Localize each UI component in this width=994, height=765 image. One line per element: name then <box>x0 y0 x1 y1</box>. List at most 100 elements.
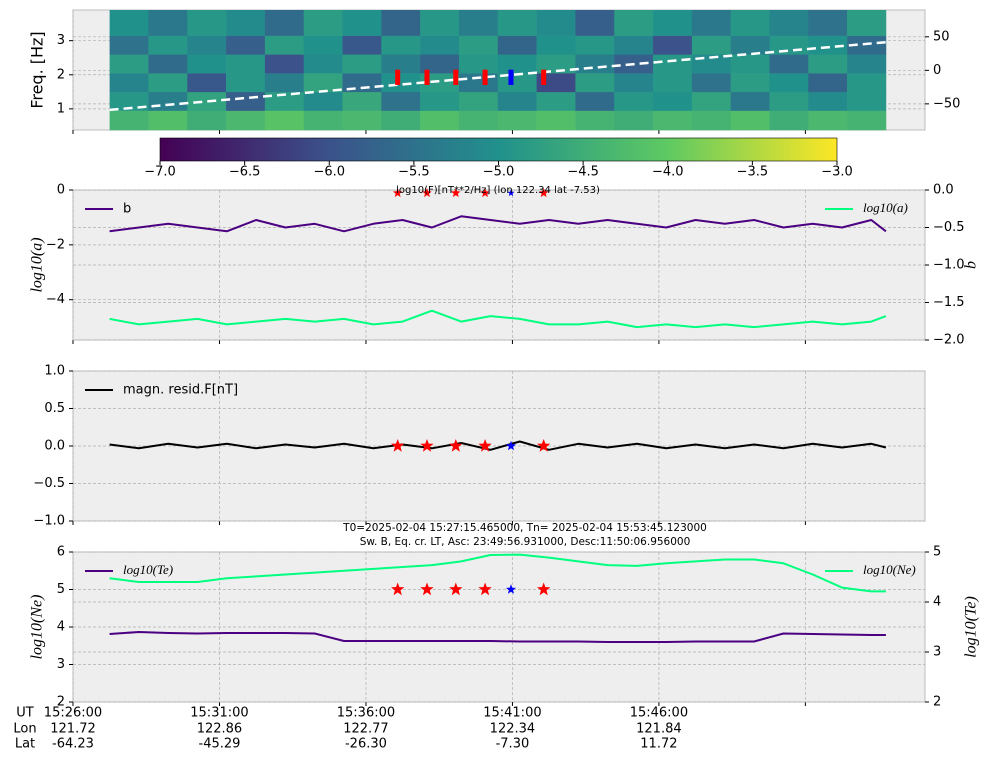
event-marker <box>482 69 488 85</box>
heatmap-cell <box>458 110 499 131</box>
series-line <box>109 309 887 329</box>
heatmap-cell <box>187 54 227 74</box>
heatmap-cell <box>226 73 266 93</box>
heatmap-cell <box>575 54 615 74</box>
event-star <box>537 582 551 596</box>
y-tick-label: −1.0 <box>33 514 65 529</box>
table-cell: 122.34 <box>490 722 536 737</box>
panel: 1 2 3 −50 0 50 Freq. [Hz] <box>28 9 960 134</box>
y2-tick-label: 3 <box>933 645 941 660</box>
y-axis-label: log10(Ne) <box>29 595 46 660</box>
heatmap-cell <box>691 110 731 131</box>
legend-label: log10(Ne) <box>863 562 916 577</box>
heatmap-cell <box>226 54 266 74</box>
heatmap-cell <box>769 54 809 74</box>
heatmap-cell <box>497 73 537 93</box>
heatmap-cell <box>458 35 499 55</box>
event-star <box>391 582 405 596</box>
heatmap-cell <box>575 91 615 111</box>
heatmap-cell <box>730 91 770 111</box>
series-line <box>109 40 887 112</box>
table-cell: -64.23 <box>52 737 94 752</box>
heatmap-cell <box>614 91 654 111</box>
heatmap-cell <box>148 73 188 93</box>
heatmap-cell <box>769 35 809 55</box>
heatmap-cell <box>575 73 615 93</box>
y2-tick-label: 2 <box>933 695 941 710</box>
y2-tick-label: 0 <box>933 63 941 78</box>
heatmap-cell <box>148 10 188 36</box>
heatmap-cell <box>847 10 887 36</box>
heatmap-cell <box>264 35 304 55</box>
heatmap-cell <box>109 10 149 36</box>
heatmap-cell <box>730 35 770 55</box>
heatmap-cell <box>264 10 304 36</box>
heatmap-cell <box>769 91 809 111</box>
heatmap-cell <box>148 110 188 131</box>
event-marker <box>541 69 547 85</box>
heatmap-cell <box>691 91 731 111</box>
heatmap-cell <box>420 110 460 131</box>
y2-tick-label: 0.0 <box>933 183 954 198</box>
y-tick-label: 4 <box>57 620 65 635</box>
heatmap-cell <box>381 73 421 93</box>
event-star <box>391 439 405 452</box>
y2-tick-label: −50 <box>933 96 960 111</box>
colorbar-label: log10(F)[nT**2/Hz] (lon 122.34 lat -7.53… <box>396 185 600 196</box>
heatmap-cell <box>730 54 770 74</box>
event-star <box>449 582 463 596</box>
heatmap-cell <box>187 110 227 131</box>
series-line <box>109 440 887 451</box>
event-star <box>420 439 434 452</box>
series-line <box>109 553 886 593</box>
heatmap-cell <box>653 73 693 93</box>
heatmap-cell <box>148 54 188 74</box>
colorbar-tick-label: −7.0 <box>144 165 176 180</box>
y2-tick-label: −1.0 <box>933 258 965 273</box>
heatmap-cell <box>653 10 693 36</box>
heatmap-cell <box>303 110 343 131</box>
heatmap-cell <box>264 54 304 74</box>
table-row-label: Lon <box>13 722 36 737</box>
table-cell: 121.72 <box>50 722 96 737</box>
heatmap-cell <box>653 35 693 55</box>
y-tick-label: −4 <box>46 292 65 307</box>
heatmap-cell <box>303 54 343 74</box>
colorbar-tick-label: −4.0 <box>652 165 684 180</box>
heatmap-cell <box>420 10 460 36</box>
heatmap-cell <box>769 110 809 131</box>
y2-tick-label: 4 <box>933 595 941 610</box>
heatmap-cell <box>148 91 188 111</box>
heatmap-cell <box>497 10 537 36</box>
heatmap-cell <box>536 10 576 36</box>
y2-axis-label: log10(Te) <box>963 596 980 658</box>
heatmap-cell <box>148 35 188 55</box>
table-cell: 122.77 <box>343 722 389 737</box>
heatmap-cell <box>264 73 304 93</box>
colorbar-tick-label: −3.0 <box>821 165 853 180</box>
heatmap-cell <box>342 91 382 111</box>
table-cell: 11.72 <box>640 737 677 752</box>
y-tick-label: 3 <box>57 657 65 672</box>
colorbar-tick-label: −6.0 <box>313 165 345 180</box>
heatmap-cell <box>653 54 693 74</box>
heatmap-cell <box>226 10 266 36</box>
heatmap-cell <box>381 35 421 55</box>
heatmap-cell <box>458 54 499 74</box>
heatmap-cell <box>264 91 304 111</box>
colorbar-tick-label: −5.0 <box>483 165 515 180</box>
panel-subtitle: Sw. B, Eq. cr. LT, Asc: 23:49:56.931000,… <box>360 536 691 548</box>
heatmap-cell <box>226 91 266 111</box>
heatmap-cell <box>303 35 343 55</box>
y-tick-label: 0.0 <box>44 439 65 454</box>
heatmap-cell <box>575 10 615 36</box>
heatmap-cell <box>614 73 654 93</box>
y2-tick-label: −2.0 <box>933 333 965 348</box>
heatmap-cell <box>497 54 537 74</box>
y-tick-label: 1.0 <box>44 364 65 379</box>
heatmap-cell <box>109 73 149 93</box>
heatmap-cell <box>536 110 576 131</box>
event-star <box>538 188 549 198</box>
panel-title: T0=2025-02-04 15:27:15.465000, Tn= 2025-… <box>342 522 707 534</box>
